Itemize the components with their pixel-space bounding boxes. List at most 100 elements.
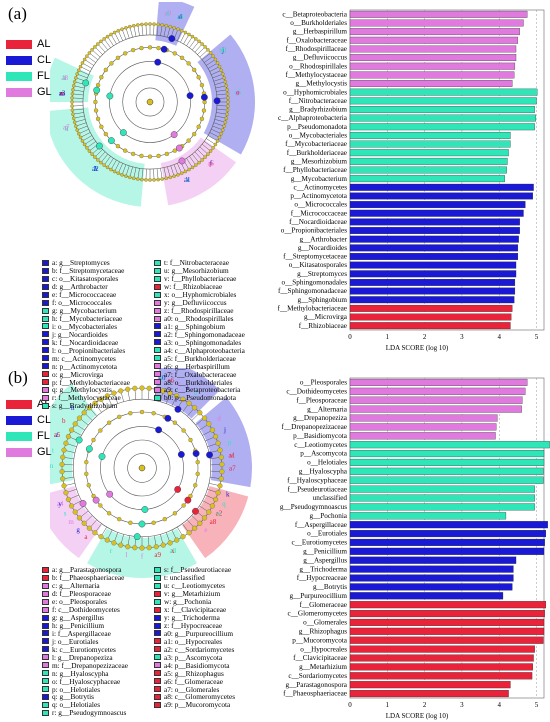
lda-bar — [349, 672, 533, 680]
inner-node — [86, 483, 91, 488]
clade-label: l — [94, 165, 96, 173]
clade-branch — [197, 149, 206, 158]
taxon-label: o__Pleosporales — [300, 379, 347, 387]
leaf-node — [61, 447, 67, 453]
key-color-square — [42, 654, 49, 661]
key-column: a: g__Streptomyces b: f__Streptomycetacea… — [42, 258, 130, 410]
key-item: b: f__Streptomycetaceae — [42, 266, 130, 276]
leaf-node — [219, 131, 224, 136]
clade-branch — [100, 41, 108, 51]
key-item: a8: o__Burkholderiales — [154, 378, 245, 387]
clade-label: k — [185, 176, 189, 184]
leaf-node — [226, 104, 230, 108]
clade-label: q — [65, 124, 69, 132]
clade-branch — [156, 168, 159, 180]
leaf-node — [87, 51, 92, 55]
biomarker-node — [75, 436, 83, 444]
key-text: l: g__Drepanopeziza — [52, 652, 113, 662]
clade-shade — [50, 486, 102, 559]
clade-label: a1 — [228, 452, 235, 460]
x-tick-label: 4 — [497, 701, 501, 709]
key-text: b: f__Streptomycetaceae — [52, 266, 125, 276]
clade-label: a8 — [210, 518, 217, 526]
biomarker-node — [206, 451, 213, 459]
clade-label: i — [187, 384, 189, 392]
inner-node — [109, 61, 114, 66]
key-text: a5: g__Rhizophagus — [164, 668, 224, 678]
inner-node — [128, 411, 133, 416]
biomarker-node — [85, 445, 93, 453]
lda-bar — [349, 405, 522, 413]
clade-label: d — [217, 415, 221, 423]
inner-node — [117, 414, 122, 419]
leaf-node — [160, 542, 166, 548]
key-color-square — [42, 331, 49, 338]
inner-node — [172, 51, 177, 56]
key-text: q: o__Helotiales — [52, 700, 101, 710]
key-color-square — [42, 339, 49, 346]
taxon-label: g__Mycobacterium — [291, 175, 348, 183]
leaf-node — [111, 390, 117, 396]
inner-node — [164, 151, 170, 157]
clade-branch — [103, 38, 111, 48]
lda-bar — [349, 278, 516, 286]
clade-branch — [114, 32, 120, 43]
clade-branch — [177, 163, 182, 174]
clade-label: a6 — [208, 160, 215, 168]
clade-branch — [153, 168, 155, 180]
key-color-square — [154, 598, 161, 605]
key-item: q: o__Helotiales — [42, 700, 128, 710]
biomarker-node — [177, 451, 185, 458]
taxon-label: g__Metarhizium — [299, 663, 347, 671]
key-item: a1: o__Hypocreales — [154, 636, 235, 646]
lda-bar — [349, 54, 517, 62]
taxon-label: o__Propionibacteriales — [281, 227, 347, 235]
taxon-label: unclassified — [313, 494, 348, 502]
taxon-label: f__Pleosporaceae — [296, 396, 347, 404]
clade-branch — [80, 66, 91, 72]
lda-bar — [349, 503, 535, 511]
inner-node — [186, 138, 191, 143]
legend-label: FL — [37, 430, 50, 442]
key-text: w: g__Pochonia — [164, 597, 212, 607]
inner-node — [128, 520, 133, 525]
leaf-node — [217, 135, 222, 140]
inner-node — [115, 55, 121, 60]
biomarker-node — [164, 414, 172, 422]
clade-branch — [201, 144, 211, 152]
lda-bar — [349, 396, 523, 404]
leaf-node — [72, 120, 77, 124]
inner-node — [93, 99, 98, 105]
clade-branch — [125, 27, 130, 39]
clade-label: b — [94, 165, 98, 173]
taxon-label: p__Basidiomycota — [293, 432, 348, 440]
leaf-node — [144, 22, 148, 26]
biomarker-node — [82, 79, 90, 87]
clade-label: a4 — [177, 13, 184, 21]
key-item: a7: o__Glomerales — [154, 685, 235, 694]
key-color-square — [154, 267, 161, 274]
key-color-square — [42, 606, 49, 613]
x-axis-label: LDA SCORE (log 10) — [386, 344, 449, 352]
key-text: a1: g__Sphingobium — [164, 321, 226, 331]
clade-branch — [192, 41, 200, 51]
key-text: k: c__Eurotiomycetes — [52, 644, 116, 654]
lda-bar — [349, 88, 538, 96]
key-text: a8: c__Glomeromycetes — [164, 692, 236, 702]
root-node — [138, 464, 146, 472]
lda-bar — [349, 423, 497, 431]
key-item: i: o__Mycobacteriales — [42, 322, 130, 331]
clade-shade — [160, 137, 237, 206]
clade-branch — [153, 24, 155, 36]
clade-branch — [211, 70, 222, 75]
key-color-square — [154, 307, 161, 314]
leaf-node — [132, 545, 138, 551]
key-text: a1: o__Hypocreales — [164, 636, 223, 646]
key-item: t: f__Nitrobacteraceae — [154, 258, 245, 267]
inner-node — [103, 67, 108, 73]
key-color-square — [42, 267, 49, 274]
leaf-node — [215, 61, 220, 65]
key-item: v: g__Metarhizium — [154, 589, 235, 598]
leaf-node — [223, 120, 228, 124]
key-color-square — [42, 709, 49, 716]
